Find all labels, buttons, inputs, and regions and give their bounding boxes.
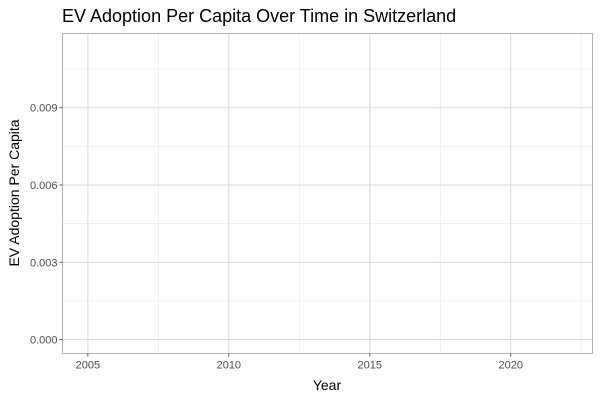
y-tick-label: 0.009 xyxy=(30,103,58,115)
major-gridlines xyxy=(62,33,593,354)
x-axis: 2005 2010 2015 2020 xyxy=(76,353,523,372)
y-tick-label: 0.006 xyxy=(30,180,58,192)
y-tick-label: 0.000 xyxy=(30,335,58,347)
y-tick-label: 0.003 xyxy=(30,257,58,269)
x-axis-title: Year xyxy=(313,377,342,393)
y-axis: 0.000 0.003 0.006 0.009 xyxy=(30,103,63,347)
x-tick-label: 2010 xyxy=(217,360,241,372)
minor-gridlines xyxy=(62,33,593,354)
plot-panel xyxy=(62,33,593,354)
y-axis-title: EV Adoption Per Capita xyxy=(6,119,22,266)
x-tick-label: 2020 xyxy=(499,360,523,372)
x-tick-label: 2005 xyxy=(76,360,100,372)
x-tick-label: 2015 xyxy=(358,360,382,372)
chart-title: EV Adoption Per Capita Over Time in Swit… xyxy=(62,6,456,26)
